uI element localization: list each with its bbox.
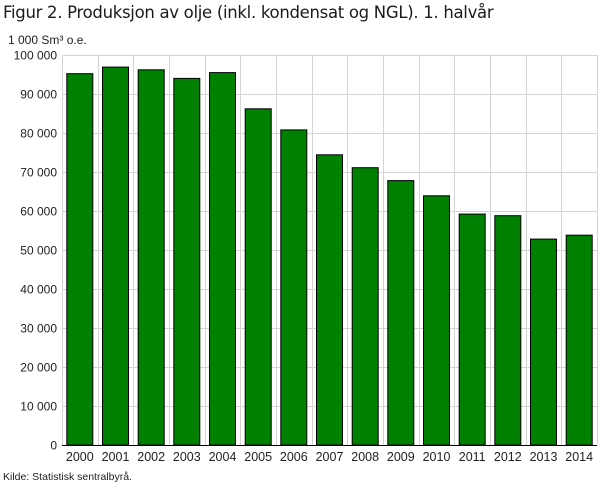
bars-layer: [66, 66, 593, 446]
x-tick-label: 2009: [387, 450, 415, 464]
bar-2001: [102, 66, 129, 446]
bar-2009: [387, 180, 415, 446]
x-tick-label: 2007: [316, 450, 344, 464]
bar-2012: [494, 215, 522, 446]
source-note: Kilde: Statistisk sentralbyrå.: [3, 471, 132, 483]
bar-2006: [280, 129, 308, 446]
bar-2000: [66, 73, 94, 446]
bar-2008: [351, 167, 379, 446]
x-tick-label: 2013: [530, 450, 558, 464]
bar-2005: [244, 108, 272, 446]
x-tick-label: 2004: [209, 450, 237, 464]
y-tick-label: 60 000: [20, 205, 57, 219]
x-tick-label: 2006: [280, 450, 308, 464]
bar-2002: [137, 69, 165, 446]
y-tick-label: 80 000: [20, 127, 57, 141]
y-tick-label: 40 000: [20, 283, 57, 297]
y-tick-label: 90 000: [20, 88, 57, 102]
y-axis-unit-label: 1 000 Sm³ o.e.: [8, 33, 87, 47]
x-tick-label: 2002: [137, 450, 165, 464]
y-tick-label: 100 000: [14, 49, 58, 63]
x-tick-label: 2000: [66, 450, 94, 464]
x-tick-label: 2008: [351, 450, 379, 464]
bar-2011: [458, 213, 486, 446]
x-tick-label: 2001: [102, 450, 130, 464]
y-tick-label: 30 000: [20, 322, 57, 336]
bar-2004: [209, 72, 236, 446]
x-tick-label: 2012: [494, 450, 522, 464]
bar-2003: [173, 77, 201, 446]
y-tick-label: 0: [50, 439, 57, 453]
x-tick-label: 2014: [565, 450, 593, 464]
bar-2013: [530, 238, 557, 446]
bar-2014: [565, 234, 593, 446]
y-tick-labels: 0 10 000 20 000 30 000 40 000 50 000 60 000 70 …: [14, 49, 58, 453]
y-tick-label: 20 000: [20, 361, 57, 375]
x-tick-label: 2010: [423, 450, 451, 464]
bar-2010: [423, 195, 450, 446]
x-tick-label: 2011: [459, 450, 486, 464]
y-tick-label: 50 000: [20, 244, 57, 258]
x-tick-labels: 2000 2001 2002 2003 2004 2005 2006 2007 2008 2009…: [66, 450, 593, 464]
bar-2007: [316, 154, 343, 446]
x-tick-label: 2003: [173, 450, 201, 464]
y-tick-label: 70 000: [20, 166, 57, 180]
chart-title: Figur 2. Produksjon av olje (inkl. konde…: [3, 3, 494, 22]
y-tick-label: 10 000: [20, 400, 57, 414]
x-tick-label: 2005: [244, 450, 272, 464]
